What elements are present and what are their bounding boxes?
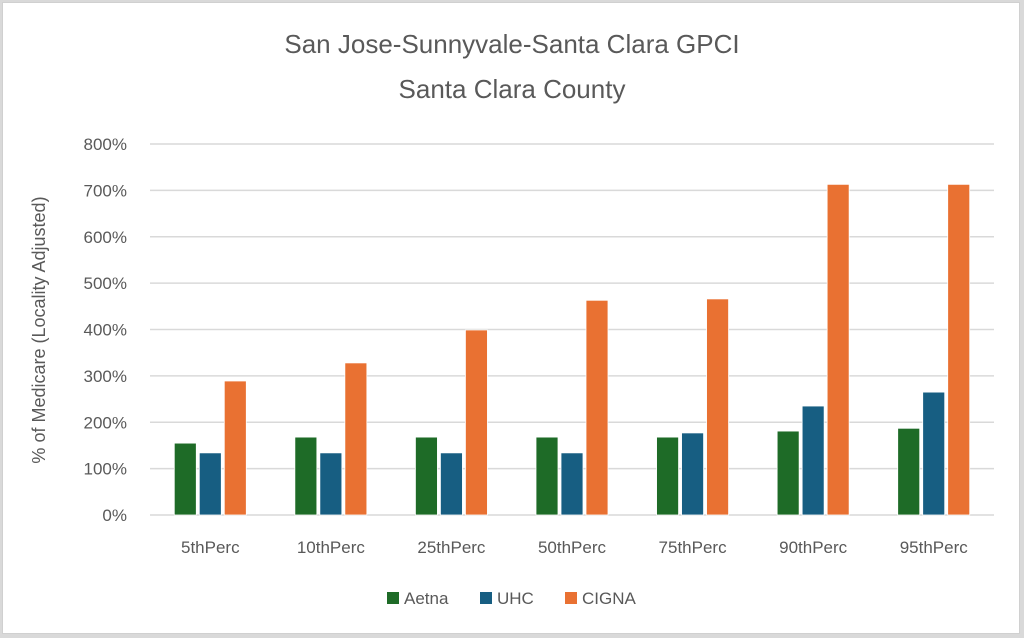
bar-uhc-95thperc <box>922 391 946 516</box>
x-tick-label: 10thPerc <box>297 538 366 557</box>
bar-aetna-25thperc <box>415 436 438 516</box>
bar-uhc-90thperc <box>801 405 825 516</box>
y-tick-label: 600% <box>84 228 127 247</box>
chart-title-line-2: Santa Clara County <box>399 74 626 104</box>
legend-label-aetna: Aetna <box>404 589 449 608</box>
y-tick-label: 800% <box>84 135 127 154</box>
legend-label-cigna: CIGNA <box>582 589 637 608</box>
bar-cigna-95thperc <box>947 183 971 516</box>
bar-aetna-50thperc <box>535 436 559 516</box>
y-tick-label: 200% <box>84 413 127 432</box>
x-tick-label: 75thPerc <box>659 538 728 557</box>
bar-aetna-5thperc <box>173 442 197 516</box>
bar-uhc-50thperc <box>560 452 584 516</box>
bar-uhc-5thperc <box>198 452 222 516</box>
bar-uhc-10thperc <box>319 452 343 516</box>
bar-cigna-50thperc <box>585 299 609 516</box>
bar-uhc-75thperc <box>681 432 704 516</box>
y-axis-label: % of Medicare (Locality Adjusted) <box>29 196 49 463</box>
legend-label-uhc: UHC <box>497 589 534 608</box>
chart-title-line-1: San Jose-Sunnyvale-Santa Clara GPCI <box>284 29 739 59</box>
bar-cigna-25thperc <box>465 329 488 516</box>
bar-aetna-90thperc <box>776 430 800 516</box>
x-tick-label: 5thPerc <box>181 538 240 557</box>
bar-cigna-75thperc <box>706 298 729 516</box>
bar-aetna-75thperc <box>656 436 679 516</box>
x-tick-label: 90thPerc <box>779 538 848 557</box>
legend-swatch-aetna <box>387 592 399 604</box>
bar-uhc-25thperc <box>440 452 463 516</box>
y-tick-label: 0% <box>102 506 127 525</box>
bar-cigna-10thperc <box>344 362 368 516</box>
y-tick-label: 500% <box>84 274 127 293</box>
y-tick-label: 300% <box>84 367 127 386</box>
bar-aetna-10thperc <box>294 436 318 516</box>
x-tick-label: 95thPerc <box>900 538 969 557</box>
y-tick-label: 100% <box>84 460 127 479</box>
legend-swatch-cigna <box>565 592 577 604</box>
legend-swatch-uhc <box>480 592 492 604</box>
bar-cigna-5thperc <box>223 380 247 516</box>
bar-cigna-90thperc <box>826 183 850 516</box>
y-tick-label: 700% <box>84 181 127 200</box>
x-tick-label: 50thPerc <box>538 538 607 557</box>
bar-aetna-95thperc <box>897 427 921 516</box>
x-tick-label: 25thPerc <box>417 538 486 557</box>
y-tick-label: 400% <box>84 321 127 340</box>
